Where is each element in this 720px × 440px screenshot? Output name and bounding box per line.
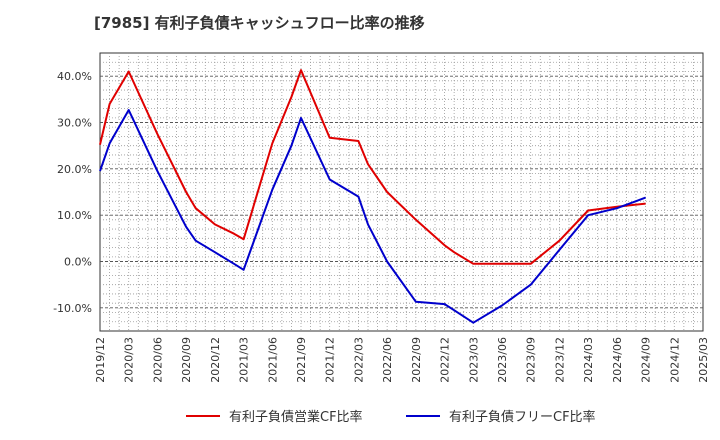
y-tick-label: 40.0%: [57, 70, 92, 83]
y-tick-label: -10.0%: [53, 302, 92, 315]
x-tick-label: 2022/09: [410, 337, 423, 383]
y-tick-label: 0.0%: [64, 256, 92, 269]
x-tick-label: 2022/12: [439, 337, 452, 383]
y-tick-label: 10.0%: [57, 209, 92, 222]
series-lines: [99, 69, 646, 324]
x-tick-label: 2023/06: [496, 337, 509, 383]
y-axis-tick-labels: -10.0% 0.0% 10.0% 20.0% 30.0% 40.0%: [53, 70, 92, 315]
x-tick-label: 2021/09: [295, 337, 308, 383]
plot-area: [99, 52, 704, 332]
x-tick-label: 2025/03: [697, 337, 710, 383]
y-tick-label: 20.0%: [57, 163, 92, 176]
x-tick-label: 2022/06: [381, 337, 394, 383]
x-tick-label: 2023/09: [525, 337, 538, 383]
x-tick-label: 2021/06: [266, 337, 279, 383]
x-tick-label: 2024/06: [611, 337, 624, 383]
chart-title: [7985] 有利子負債キャッシュフロー比率の推移: [94, 14, 425, 32]
x-tick-label: 2023/03: [467, 337, 480, 383]
x-tick-label: 2024/12: [668, 337, 681, 383]
x-tick-label: 2020/06: [151, 337, 164, 383]
series-line-1: [99, 69, 646, 265]
x-tick-label: 2020/03: [123, 337, 136, 383]
legend-label-2: 有利子負債フリーCF比率: [449, 409, 596, 425]
x-tick-label: 2021/12: [324, 337, 337, 383]
legend: 有利子負債営業CF比率 有利子負債フリーCF比率: [186, 409, 596, 425]
x-tick-label: 2019/12: [94, 337, 107, 383]
x-tick-label: 2021/03: [238, 337, 251, 383]
x-axis-tick-labels: 2019/12 2020/03 2020/06 2020/09 2020/12 2021/…: [94, 337, 710, 383]
y-tick-label: 30.0%: [57, 117, 92, 130]
x-tick-label: 2024/03: [582, 337, 595, 383]
x-tick-label: 2023/12: [553, 337, 566, 383]
x-tick-label: 2020/12: [209, 337, 222, 383]
x-tick-label: 2022/03: [352, 337, 365, 383]
legend-label-1: 有利子負債営業CF比率: [229, 409, 363, 425]
series-line-2: [99, 109, 646, 324]
x-tick-label: 2020/09: [180, 337, 193, 383]
x-tick-label: 2024/09: [640, 337, 653, 383]
